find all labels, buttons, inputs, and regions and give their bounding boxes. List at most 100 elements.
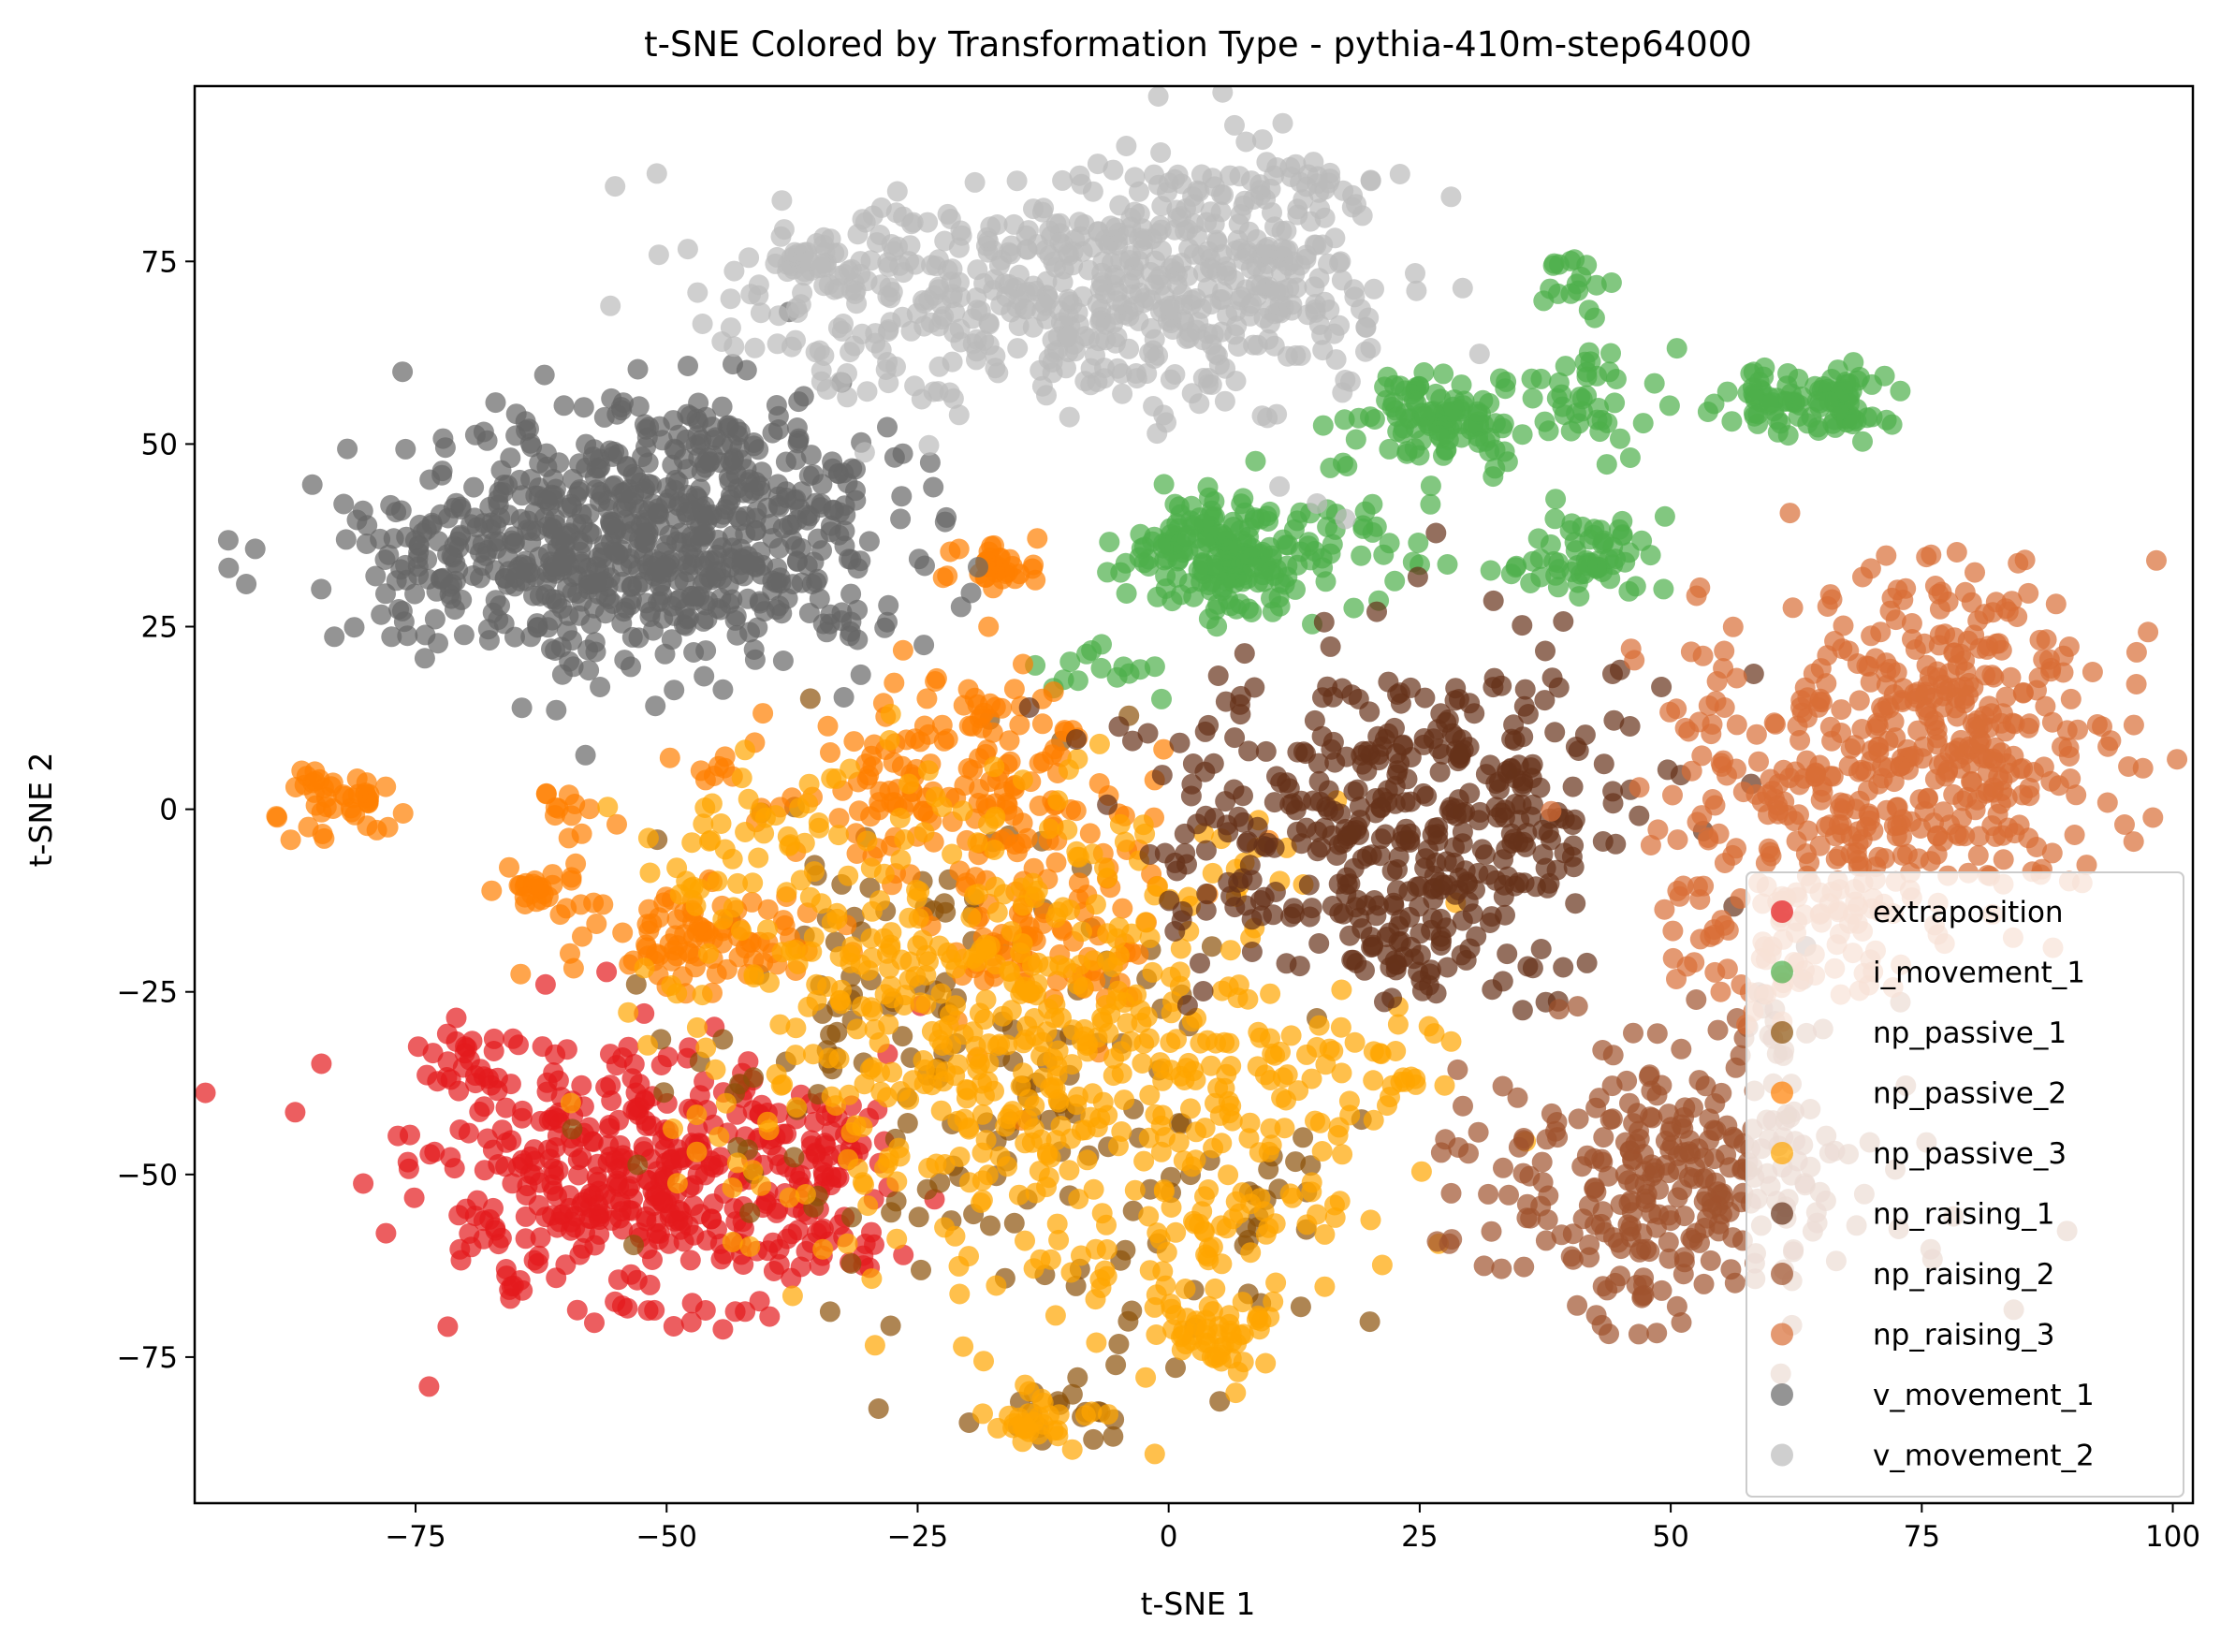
point-np_passive_2 [1031,713,1053,735]
point-v_movement_1 [913,635,935,656]
point-v_movement_2 [844,284,866,304]
point-np_passive_3 [1233,1352,1254,1373]
point-np_raising_1 [1301,898,1322,919]
point-np_passive_3 [1024,887,1045,909]
point-extraposition [195,1082,216,1104]
point-i_movement_1 [1116,583,1137,604]
point-np_raising_3 [2100,730,2122,752]
point-v_movement_2 [978,314,1000,335]
point-np_raising_1 [1249,890,1271,911]
point-v_movement_2 [879,277,900,299]
point-np_passive_3 [1046,1056,1068,1076]
point-np_passive_3 [953,1336,974,1357]
point-np_passive_3 [1098,1404,1118,1425]
point-v_movement_1 [703,430,724,450]
point-np_passive_3 [1120,1031,1142,1052]
point-np_passive_3 [986,1275,1007,1296]
point-v_movement_1 [833,687,855,708]
point-v_movement_1 [421,512,443,534]
point-np_passive_1 [1115,1239,1136,1261]
point-np_raising_2 [1686,989,1707,1010]
point-np_raising_1 [1469,801,1491,823]
point-np_passive_2 [969,748,989,769]
point-np_raising_3 [1689,577,1711,598]
point-np_raising_3 [1698,827,1718,848]
point-np_passive_3 [899,951,921,972]
point-np_passive_3 [1000,1104,1021,1125]
point-v_movement_2 [1112,383,1133,404]
point-np_raising_1 [1392,824,1413,845]
point-v_movement_1 [431,464,453,486]
point-np_raising_1 [1195,840,1217,861]
point-v_movement_1 [576,433,597,455]
point-np_passive_2 [982,722,1003,743]
point-i_movement_1 [1480,560,1501,581]
point-np_passive_2 [586,914,607,934]
point-np_raising_3 [1722,616,1744,637]
point-np_passive_3 [666,1173,688,1194]
point-np_passive_3 [1044,1305,1066,1326]
point-np_passive_3 [1329,1191,1351,1212]
point-np_raising_1 [1234,643,1255,665]
point-np_passive_3 [1200,1055,1221,1076]
point-np_passive_1 [799,688,821,709]
point-np_raising_3 [1811,692,1833,713]
point-v_movement_2 [917,212,939,233]
point-np_passive_3 [1121,923,1142,944]
point-extraposition [375,1222,397,1244]
point-np_raising_2 [1642,1165,1663,1187]
point-np_passive_3 [1434,1075,1455,1096]
point-np_passive_3 [838,865,859,886]
point-np_raising_3 [1831,723,1852,743]
point-np_passive_3 [1066,841,1088,862]
point-np_raising_1 [1517,956,1539,977]
point-extraposition [805,1143,826,1164]
point-np_passive_3 [1111,1121,1132,1142]
point-np_passive_1 [1083,1428,1104,1450]
point-np_raising_2 [1658,1248,1680,1269]
point-np_passive_3 [1265,1272,1287,1294]
point-np_raising_3 [1926,727,1948,749]
point-np_raising_1 [1400,677,1422,698]
point-np_raising_3 [1799,852,1820,873]
point-np_raising_1 [1424,877,1445,899]
point-v_movement_2 [1023,198,1044,220]
point-np_raising_2 [1562,1249,1584,1270]
point-v_movement_1 [620,594,641,616]
point-np_raising_3 [1965,562,1985,583]
point-np_passive_3 [918,951,939,972]
point-v_movement_1 [680,526,702,548]
point-v_movement_1 [789,498,811,519]
point-np_raising_3 [1947,677,1968,698]
point-np_passive_1 [1067,1367,1088,1388]
point-np_passive_3 [1282,1187,1303,1208]
point-np_passive_3 [1296,1214,1318,1235]
point-np_raising_1 [1483,590,1504,611]
point-v_movement_2 [1022,316,1044,338]
point-v_movement_2 [852,209,873,230]
point-np_raising_1 [1390,909,1411,930]
point-np_raising_1 [1513,695,1535,717]
point-np_raising_1 [1176,854,1197,875]
scatter-points [195,86,2193,1465]
point-np_raising_2 [1507,1087,1528,1108]
point-v_movement_2 [809,340,830,361]
point-v_movement_1 [722,589,743,610]
point-np_raising_1 [1412,782,1434,804]
point-np_passive_3 [971,1192,991,1213]
point-np_passive_3 [1039,818,1059,840]
point-np_raising_3 [1662,920,1684,942]
point-np_passive_1 [1122,1200,1144,1221]
point-extraposition [502,1173,523,1194]
point-np_raising_1 [1151,765,1173,786]
point-np_raising_2 [1531,1151,1553,1173]
point-np_passive_3 [1012,769,1033,791]
point-extraposition [418,1376,440,1397]
point-np_raising_1 [1236,832,1258,854]
point-np_raising_2 [1492,1075,1513,1097]
point-np_passive_3 [797,996,819,1017]
point-np_passive_3 [1013,1062,1034,1084]
point-np_raising_3 [1896,747,1918,768]
point-np_passive_3 [894,829,915,850]
point-np_passive_3 [1218,1164,1239,1186]
